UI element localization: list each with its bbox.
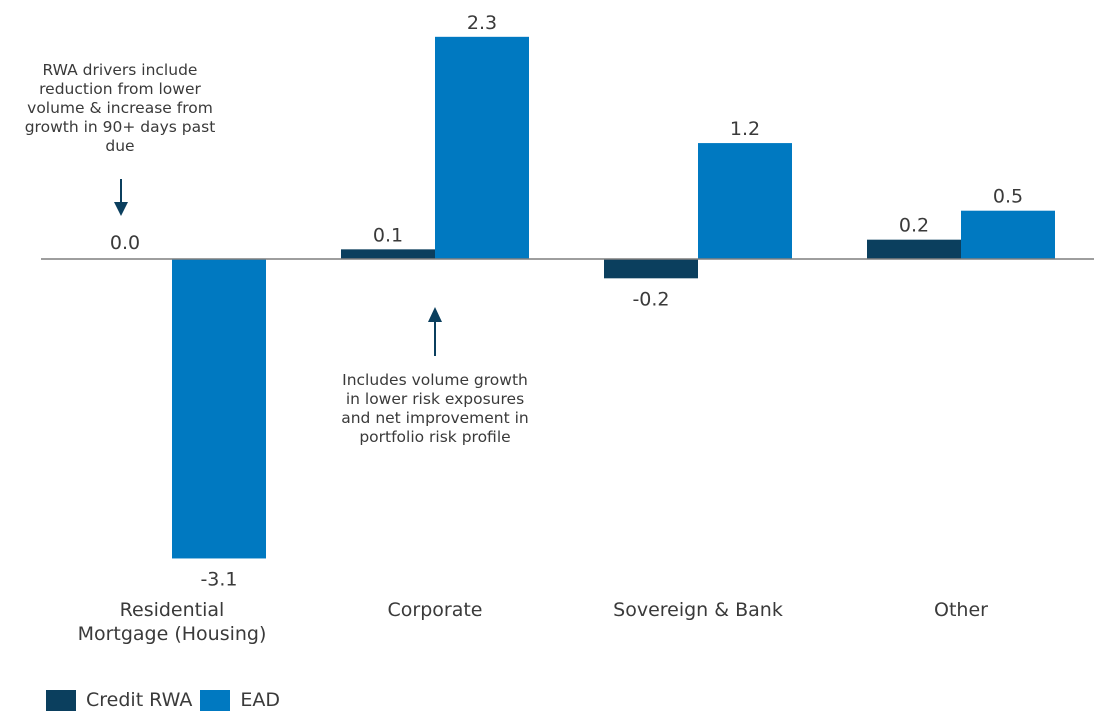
bars-layer: [78, 36, 1055, 559]
bar-ead-corporate: [435, 36, 529, 259]
down-arrow-head: [114, 202, 128, 216]
value-label-credit-rwa-other: 0.2: [899, 215, 929, 237]
value-label-ead-sovereign-bank: 1.2: [730, 118, 760, 140]
legend-label-ead: EAD: [240, 689, 280, 711]
category-label-corporate: Corporate: [320, 598, 550, 622]
legend-swatch-credit-rwa: [46, 689, 76, 711]
legend-item-ead: EAD: [200, 689, 280, 711]
value-labels-layer: 0.0 0.1 -0.2 0.2 -3.1 2.3 1.2 0.5: [110, 12, 1023, 591]
category-label-text: Residential Mortgage (Housing): [77, 599, 267, 645]
up-arrow-head: [428, 307, 442, 322]
bar-ead-other: [961, 210, 1055, 259]
value-label-credit-rwa-sovereign-bank: -0.2: [632, 288, 669, 310]
legend-item-credit-rwa: Credit RWA: [46, 689, 192, 711]
annotation-rwa-drivers: RWA drivers include reduction from lower…: [24, 61, 216, 155]
category-label-text: Corporate: [387, 599, 483, 621]
annotation-arrows: [114, 179, 442, 356]
value-label-credit-rwa-residential-mortgage-housing: 0.0: [110, 232, 140, 254]
value-label-ead-corporate: 2.3: [467, 12, 497, 34]
value-label-ead-residential-mortgage-housing: -3.1: [200, 568, 237, 590]
bar-credit-rwa-sovereign-bank: [604, 259, 698, 279]
bar-ead-sovereign-bank: [698, 143, 792, 259]
bar-ead-residential-mortgage-housing: [172, 259, 266, 559]
legend-label-credit-rwa: Credit RWA: [86, 689, 193, 711]
value-label-credit-rwa-corporate: 0.1: [373, 224, 403, 246]
annotation-volume-growth: Includes volume growth in lower risk exp…: [341, 371, 529, 446]
value-label-ead-other: 0.5: [993, 186, 1023, 208]
category-label-residential-mortgage: Residential Mortgage (Housing): [57, 598, 287, 646]
bar-credit-rwa-corporate: [341, 249, 435, 259]
category-label-text: Other: [934, 599, 988, 621]
category-label-text: Sovereign & Bank: [613, 599, 783, 621]
bar-credit-rwa-other: [867, 239, 961, 259]
legend: Credit RWA EAD: [46, 689, 288, 711]
legend-swatch-ead: [200, 689, 231, 711]
category-label-sovereign-bank: Sovereign & Bank: [583, 598, 813, 622]
category-label-other: Other: [846, 598, 1076, 622]
